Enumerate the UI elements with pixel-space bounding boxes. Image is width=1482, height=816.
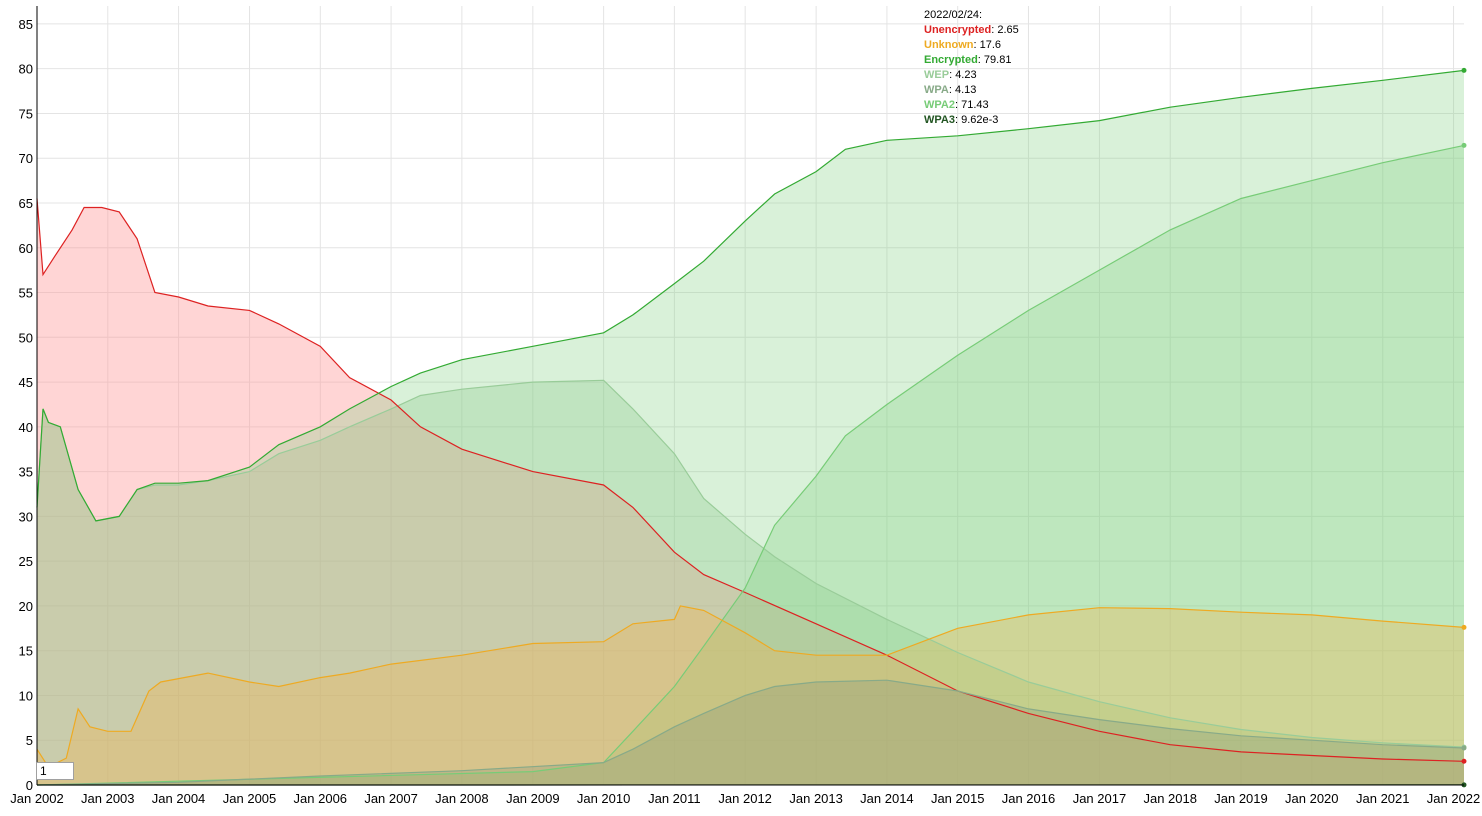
x-tick-label: Jan 2004 <box>152 791 206 806</box>
legend-entry-value: 17.6 <box>979 39 1002 51</box>
area-unknown <box>37 605 1464 785</box>
legend-entry-value: 9.62e-3 <box>961 114 999 126</box>
y-tick-label: 20 <box>19 599 33 614</box>
line-unencrypted <box>36 198 1465 762</box>
end-marker-wpa2 <box>1461 142 1467 148</box>
legend-entry-name: Encrypted <box>924 54 978 66</box>
y-tick-labels: 0 5 10 15 20 25 30 35 40 45 50 55 60 65 70 75 80 85 <box>19 17 33 793</box>
area-wep <box>37 380 1464 785</box>
x-tick-label: Jan 2014 <box>860 791 914 806</box>
y-tick-label: 30 <box>19 509 33 524</box>
x-tick-label: Jan 2013 <box>789 791 843 806</box>
axes <box>36 6 1464 786</box>
roll-period-input[interactable] <box>36 762 74 780</box>
y-tick-label: 80 <box>19 62 33 77</box>
y-tick-label: 35 <box>19 465 33 480</box>
area-encrypted <box>37 70 1464 785</box>
grid-lines <box>36 6 1464 786</box>
legend-entry: Encrypted: 79.81 <box>924 54 1012 66</box>
series-areas <box>37 70 1464 785</box>
legend-entry-name: WEP <box>924 69 950 81</box>
x-tick-label: Jan 2005 <box>223 791 277 806</box>
x-tick-label: Jan 2002 <box>10 791 64 806</box>
y-tick-label: 60 <box>19 241 33 256</box>
y-tick-label: 10 <box>19 688 33 703</box>
x-tick-label: Jan 2011 <box>648 791 701 806</box>
y-tick-label: 65 <box>19 196 33 211</box>
y-tick-label: 75 <box>19 106 33 121</box>
y-tick-label: 55 <box>19 286 33 301</box>
y-tick-label: 0 <box>26 778 33 793</box>
x-tick-label: Jan 2015 <box>931 791 985 806</box>
line-wpa <box>36 679 1465 786</box>
x-tick-label: Jan 2021 <box>1356 791 1410 806</box>
y-tick-label: 5 <box>26 733 33 748</box>
legend-entry: WPA3: 9.62e-3 <box>924 114 999 126</box>
x-tick-label: Jan 2009 <box>506 791 560 806</box>
end-marker-unencrypted <box>1461 758 1467 764</box>
y-tick-label: 50 <box>19 330 33 345</box>
line-encrypted <box>36 69 1465 522</box>
legend: 2022/02/24: Unencrypted: 2.65 Unknown: 17… <box>924 8 1019 128</box>
legend-entry-name: WPA3 <box>924 114 955 126</box>
legend-entry: WEP: 4.23 <box>924 69 977 81</box>
x-tick-label: Jan 2019 <box>1214 791 1268 806</box>
y-tick-label: 85 <box>19 17 33 32</box>
x-tick-label: Jan 2003 <box>81 791 135 806</box>
legend-entry-value: 2.65 <box>997 24 1019 36</box>
legend-entry-value: 4.13 <box>954 84 977 96</box>
area-unencrypted <box>37 198 1464 785</box>
y-tick-label: 70 <box>19 151 33 166</box>
line-unknown <box>36 605 1465 768</box>
legend-entry-name: Unknown <box>924 39 974 51</box>
x-tick-label: Jan 2016 <box>1002 791 1056 806</box>
x-tick-label: Jan 2012 <box>718 791 772 806</box>
legend-entry-name: Unencrypted <box>924 24 992 36</box>
x-tick-label: Jan 2007 <box>364 791 418 806</box>
series-end-markers <box>1461 67 1467 788</box>
x-tick-label: Jan 2018 <box>1143 791 1197 806</box>
legend-entry-value: 79.81 <box>983 54 1012 66</box>
x-tick-label: Jan 2022 <box>1427 791 1481 806</box>
x-tick-label: Jan 2020 <box>1285 791 1339 806</box>
y-tick-label: 25 <box>19 554 33 569</box>
legend-entry: WPA2: 71.43 <box>924 99 989 111</box>
x-tick-label: Jan 2008 <box>435 791 489 806</box>
legend-entry-value: 71.43 <box>961 99 989 111</box>
legend-entry-name: WPA <box>924 84 949 96</box>
legend-entry: Unencrypted: 2.65 <box>924 24 1019 36</box>
end-marker-encrypted <box>1461 67 1467 73</box>
x-tick-label: Jan 2006 <box>294 791 348 806</box>
y-tick-label: 40 <box>19 420 33 435</box>
x-tick-labels: Jan 2002 Jan 2003 Jan 2004 Jan 2005 Jan 2006… <box>10 791 1480 806</box>
y-tick-label: 15 <box>19 644 33 659</box>
end-marker-unknown <box>1461 624 1467 630</box>
x-tick-label: Jan 2010 <box>577 791 631 806</box>
legend-entry-name: WPA2 <box>924 99 955 111</box>
line-wpa2 <box>36 144 1465 786</box>
x-tick-label: Jan 2017 <box>1073 791 1127 806</box>
legend-entry: WPA: 4.13 <box>924 84 977 96</box>
area-wpa <box>37 680 1464 785</box>
end-marker-wpa <box>1461 745 1467 751</box>
area-wpa2 <box>37 145 1464 785</box>
legend-entry-value: 4.23 <box>955 69 977 81</box>
legend-date: 2022/02/24: <box>924 9 983 21</box>
legend-entry: Unknown: 17.6 <box>924 39 1002 51</box>
y-tick-label: 45 <box>19 375 33 390</box>
